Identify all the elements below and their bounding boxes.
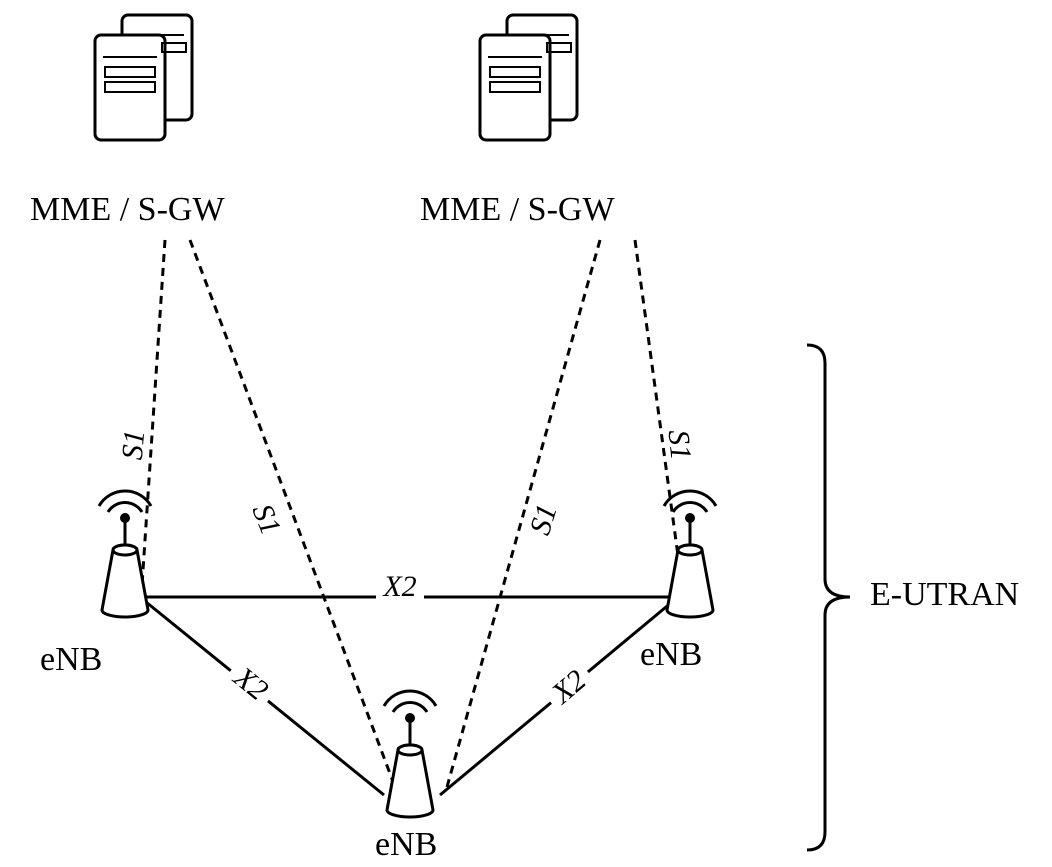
edge-X2: X2 [146,602,384,795]
server-icon [95,15,192,140]
mme1-label: MME / S-GW [30,191,225,228]
edge-S1: S1 [447,240,600,787]
region-brace [807,345,850,850]
edge-X2: X2 [440,602,672,795]
edge-label: X2 [382,570,416,603]
enb1-label: eNB [40,641,102,678]
mme2-label: MME / S-GW [420,191,615,228]
enb2-label: eNB [375,826,437,863]
antenna-icon [384,691,436,817]
server-icon [480,15,577,140]
network-diagram: S1S1S1S1X2X2X2MME / S-GWMME / S-GWeNBeNB… [0,0,1052,867]
edge-S1: S1 [115,240,165,585]
edge-X2: X2 [146,570,672,603]
enb3-label: eNB [640,636,702,673]
region-label: E-UTRAN [870,576,1019,613]
edge-label: S1 [116,428,151,461]
edge-S1: S1 [190,240,395,787]
edge-label: S1 [662,428,698,461]
